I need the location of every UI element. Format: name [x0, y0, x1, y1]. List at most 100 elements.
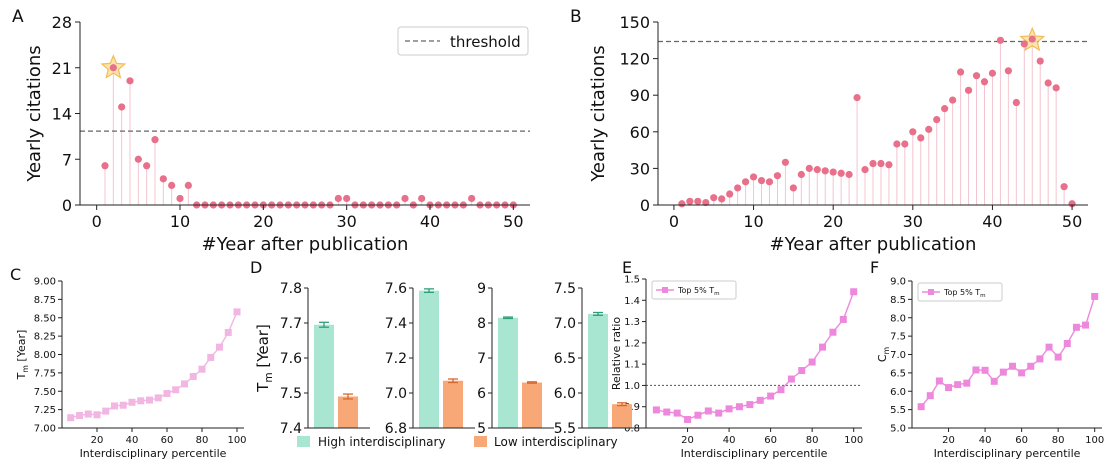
panel-f-data-point	[1027, 362, 1035, 370]
panel-b-data-point	[980, 78, 989, 86]
panel-c-y-tick-label: 7.50	[34, 387, 56, 398]
panel-b-data-point	[885, 161, 893, 169]
panel-a-x-tick-label: 40	[420, 212, 440, 231]
panel-e-data-point	[767, 392, 775, 400]
panel-f-y-tick-label: 5.5	[890, 405, 906, 416]
panel-b-data-point	[1068, 200, 1076, 208]
panel-e-legend-box	[651, 280, 737, 300]
panel-c-data-point	[198, 365, 206, 373]
panel-f-data-point	[1036, 355, 1044, 363]
panel-e-data-point	[829, 328, 837, 336]
panel-f-legend-marker	[928, 289, 934, 295]
panel-e-data-point	[652, 406, 660, 414]
panel-f-data-point	[926, 392, 934, 400]
panel-c-y-tick-label: 7.25	[34, 405, 56, 416]
panel-e-y-tick-label: 1.0	[624, 381, 640, 392]
panel-a-data-point	[143, 162, 151, 170]
panel-a-y-tick-label: 28	[52, 13, 72, 32]
panel-e-data-point	[746, 401, 754, 409]
panel-e-x-label: Interdisciplinary percentile	[681, 447, 828, 460]
panel-b-data-point	[765, 178, 774, 186]
panel-f-data-point	[1082, 321, 1090, 329]
panel-b-data-point	[853, 94, 861, 102]
panel-e-y-tick-label: 1.5	[624, 275, 640, 286]
panel-b-data-point	[941, 105, 949, 113]
panel-f-data-point	[963, 379, 971, 387]
panel-c-y-tick-label: 8.00	[34, 350, 56, 361]
panel-c-series-line	[70, 311, 238, 419]
panel-b-data-point	[829, 168, 837, 176]
panel-d-legend-label-low: Low interdisciplinary	[494, 435, 618, 449]
panel-b-data-point	[718, 195, 726, 203]
panel-f-x-label: Interdisciplinary percentile	[934, 447, 1081, 460]
panel-f-y-tick-label: 7.5	[890, 332, 906, 343]
panel-f-legend-label: Top 5% Tm	[943, 288, 986, 299]
panel-f-data-point	[1072, 323, 1080, 331]
panel-b-data-point	[917, 134, 925, 142]
panel-d-subplot-3-y-tick-label: 7	[477, 351, 486, 367]
panel-b-data-point	[1004, 67, 1012, 75]
panel-b-x-tick-label: 40	[982, 212, 1002, 231]
panel-d-legend-swatch-low	[474, 436, 487, 447]
panel-b-data-point	[933, 116, 941, 124]
panel-c-data-point	[102, 407, 110, 415]
panel-b-data-point	[869, 159, 877, 168]
panel-a-data-point	[118, 103, 126, 111]
panel-b-data-point	[925, 125, 933, 133]
panel-c-data-point	[137, 397, 145, 405]
panel-c-y-tick-label: 8.25	[34, 332, 56, 343]
panel-b-data-point	[1012, 98, 1020, 107]
panel-a-data-point	[401, 194, 409, 203]
panel-f-data-point	[945, 384, 953, 392]
panel-e-data-point	[808, 358, 816, 366]
panel-a-data-point	[176, 194, 184, 203]
panel-e-data-point	[756, 396, 764, 404]
panel-d-subplot-1-y-tick-label: 7.6	[280, 351, 302, 367]
panel-a-x-tick-label: 20	[253, 212, 273, 231]
panel-b-data-point	[988, 69, 997, 77]
panel-e-data-point	[850, 288, 858, 296]
panel-e-x-tick-label: 20	[681, 435, 694, 446]
panel-c-data-point	[67, 414, 75, 422]
panel-b-y-tick-label: 60	[630, 123, 650, 142]
panel-b-x-tick-label: 30	[903, 212, 923, 231]
panel-c-data-point	[128, 398, 136, 406]
panel-a-y-tick-label: 7	[62, 150, 72, 169]
panel-d-legend-swatch-high	[297, 436, 310, 447]
panel-a-data-point	[168, 181, 176, 189]
panel-d-subplot-2-y-tick-label: 7.2	[385, 351, 407, 367]
panel-b-data-point	[956, 68, 965, 76]
panel-a-x-tick-label: 50	[503, 212, 523, 231]
panel-a-y-tick-label: 14	[52, 105, 72, 124]
panel-c-letter: C	[10, 265, 21, 284]
panel-b-data-point	[702, 198, 710, 207]
panel-f-data-point	[1091, 292, 1099, 300]
panel-e-legend-label: Top 5% Tm	[677, 286, 720, 297]
panel-e-data-point	[798, 367, 806, 375]
panel-d-subplot-4-bar	[588, 313, 608, 428]
panel-b-data-point	[797, 170, 805, 179]
panel-a-data-point	[184, 181, 192, 189]
panel-f-y-tick-label: 8.5	[890, 295, 906, 306]
panel-b-data-point	[901, 140, 909, 148]
panel-c-data-point	[76, 412, 83, 420]
panel-c-data-point	[172, 386, 180, 394]
panel-a-legend-box	[397, 26, 529, 56]
panel-f-data-point	[1008, 362, 1016, 370]
panel-a-data-point	[109, 64, 117, 72]
panel-d-legend-label-high: High interdisciplinary	[318, 435, 446, 449]
panel-b-data-point	[949, 96, 957, 104]
panel-d-subplot-4-bar	[612, 404, 632, 428]
panel-c-data-point	[146, 396, 153, 404]
panel-b-data-point	[734, 184, 742, 192]
panel-d-subplot-1-y-tick-label: 7.8	[280, 281, 302, 297]
panel-c-x-tick-label: 20	[91, 435, 104, 446]
panel-e-x-tick-label: 100	[844, 435, 863, 446]
panel-c-data-point	[189, 373, 197, 381]
panel-b-data-point	[1044, 79, 1052, 87]
panel-f-data-point	[954, 381, 962, 389]
panel-b-data-point	[909, 128, 917, 136]
panel-b-x-label: #Year after publication	[770, 234, 977, 255]
panel-c-x-label: Interdisciplinary percentile	[80, 447, 227, 460]
